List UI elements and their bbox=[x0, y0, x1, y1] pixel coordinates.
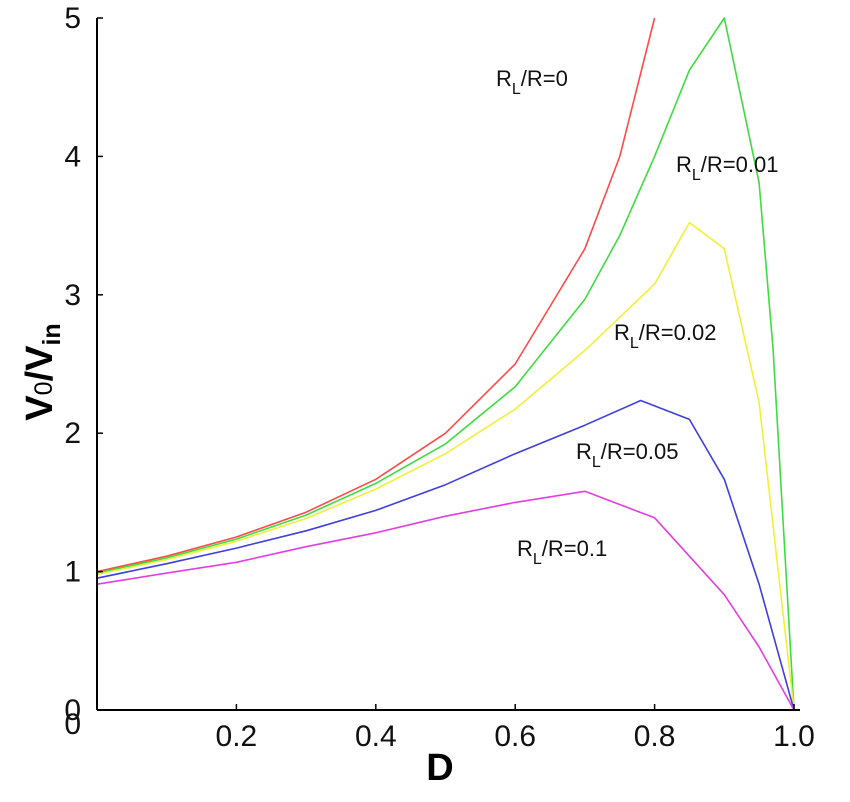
series-line-0 bbox=[96, 17, 656, 573]
x-tick-label-4: 0.8 bbox=[634, 720, 676, 753]
x-tick-label-0: 0 bbox=[64, 708, 81, 741]
series-line-3 bbox=[96, 399, 795, 711]
y-tick-label-3: 3 bbox=[64, 279, 81, 312]
y-tick-label-5: 5 bbox=[64, 2, 81, 35]
series-labels: RL/R=0 RL/R=0.01 RL/R=0.02 RL/R=0.05 RL/… bbox=[496, 66, 778, 568]
series-label-1: RL/R=0.01 bbox=[676, 152, 778, 184]
y-title-main: V bbox=[19, 395, 61, 421]
series-lines bbox=[96, 17, 795, 711]
y-title-mid: /V bbox=[19, 345, 61, 382]
x-axis-title: D bbox=[426, 747, 453, 789]
y-title-sub0: 0 bbox=[30, 381, 58, 395]
y-tick-label-4: 4 bbox=[64, 140, 81, 173]
y-axis-title: V0/Vin bbox=[19, 323, 66, 420]
series-line-4 bbox=[96, 490, 795, 711]
y-tick-label-1: 1 bbox=[64, 556, 81, 589]
y-title-sub1: in bbox=[38, 323, 66, 345]
series-label-4: RL/R=0.1 bbox=[517, 536, 607, 568]
series-label-2: RL/R=0.02 bbox=[614, 320, 716, 352]
y-tick-label-0: 0 bbox=[64, 694, 81, 727]
series-label-0: RL/R=0 bbox=[496, 66, 568, 98]
plot-area: 0 1 2 3 4 5 0 0.2 0.4 0.6 0.8 1.0 bbox=[64, 2, 815, 753]
series-label-3: RL/R=0.05 bbox=[576, 439, 678, 471]
x-tick-label-3: 0.6 bbox=[494, 720, 536, 753]
axis-ticks: 0 1 2 3 4 5 0 0.2 0.4 0.6 0.8 1.0 bbox=[64, 2, 815, 753]
series-line-2 bbox=[96, 221, 795, 711]
x-tick-label-2: 0.4 bbox=[355, 720, 397, 753]
y-tick-label-2: 2 bbox=[64, 417, 81, 450]
svg-text:V0/Vin: V0/Vin bbox=[19, 323, 66, 420]
x-tick-label-5: 1.0 bbox=[773, 720, 815, 753]
x-tick-label-1: 0.2 bbox=[216, 720, 258, 753]
series-line-1 bbox=[96, 17, 795, 711]
